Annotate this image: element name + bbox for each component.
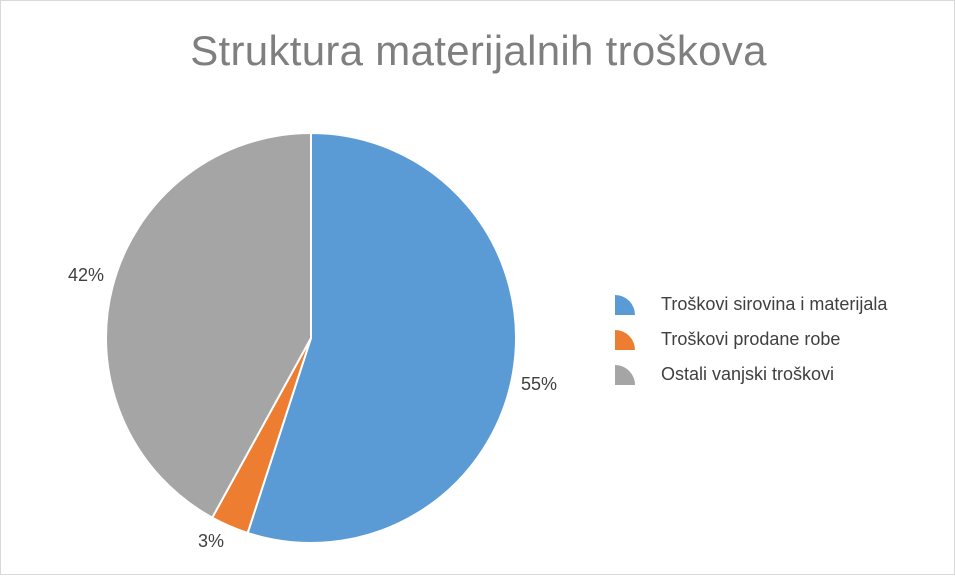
slice-ostali[interactable] — [105, 131, 312, 519]
legend-swatch-icon — [615, 329, 635, 350]
chart-title: Struktura materijalnih troškova — [190, 27, 767, 74]
legend-item-ostali[interactable]: Ostali vanjski troškovi — [613, 357, 943, 392]
legend-item-prodana-roba[interactable]: Troškovi prodane robe — [613, 322, 943, 357]
legend-swatch-icon — [615, 294, 635, 315]
legend-label: Ostali vanjski troškovi — [661, 364, 835, 384]
data-label-sirovine: 55% — [521, 374, 557, 394]
slice-sirovine[interactable] — [246, 131, 517, 544]
data-label-ostali: 42% — [68, 265, 104, 285]
legend-label: Troškovi sirovina i materijala — [661, 294, 888, 314]
legend-swatch-icon — [615, 364, 635, 385]
legend: Troškovi sirovina i materijala Troškovi … — [613, 287, 943, 392]
legend-item-sirovine[interactable]: Troškovi sirovina i materijala — [613, 287, 943, 322]
legend-label: Troškovi prodane robe — [661, 329, 841, 349]
data-label-prodana-roba: 3% — [198, 531, 224, 551]
